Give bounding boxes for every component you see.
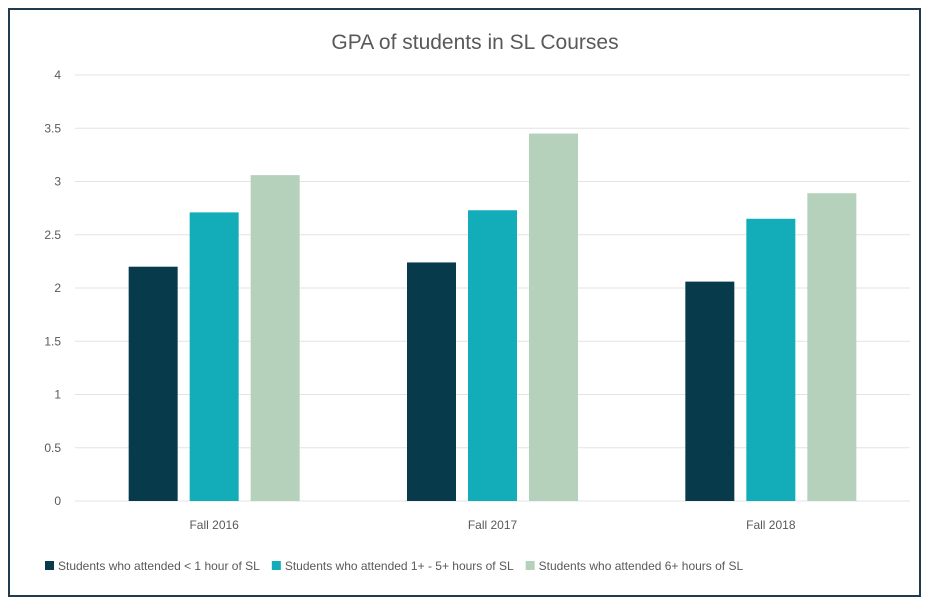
- bars: [128, 133, 857, 502]
- legend-swatch: [525, 561, 535, 570]
- x-category-label: Fall 2018: [746, 518, 796, 532]
- legend-label: Students who attended 1+ - 5+ hours of S…: [285, 559, 514, 573]
- bar: [250, 175, 300, 502]
- y-axis-ticks: 0 0.5 1 1.5 2 2.5 3 3.5 4: [44, 68, 61, 508]
- bar: [407, 262, 456, 501]
- legend-label: Students who attended < 1 hour of SL: [58, 559, 260, 573]
- legend: Students who attended < 1 hour of SL Stud…: [45, 559, 743, 573]
- legend-label: Students who attended 6+ hours of SL: [539, 559, 744, 573]
- legend-swatch: [271, 561, 281, 570]
- y-tick-label: 3.5: [44, 121, 61, 135]
- bar: [807, 193, 857, 501]
- y-tick-label: 2.5: [44, 228, 61, 242]
- y-tick-label: 1.5: [44, 334, 61, 348]
- y-tick-label: 4: [54, 68, 61, 82]
- bar: [468, 210, 517, 501]
- legend-swatch: [45, 561, 54, 570]
- x-category-label: Fall 2016: [189, 518, 239, 532]
- bar: [685, 281, 735, 501]
- x-category-label: Fall 2017: [468, 518, 518, 532]
- y-tick-label: 3: [54, 175, 61, 189]
- bar: [128, 266, 178, 501]
- y-tick-label: 0: [54, 494, 61, 508]
- chart-title: GPA of students in SL Courses: [331, 31, 618, 54]
- x-axis-categories: Fall 2016 Fall 2017 Fall 2018: [189, 518, 795, 532]
- y-tick-label: 0.5: [44, 441, 61, 455]
- bar: [529, 133, 578, 501]
- y-tick-label: 1: [54, 388, 61, 402]
- bar: [189, 212, 239, 501]
- y-tick-label: 2: [54, 281, 61, 295]
- bar: [746, 218, 796, 501]
